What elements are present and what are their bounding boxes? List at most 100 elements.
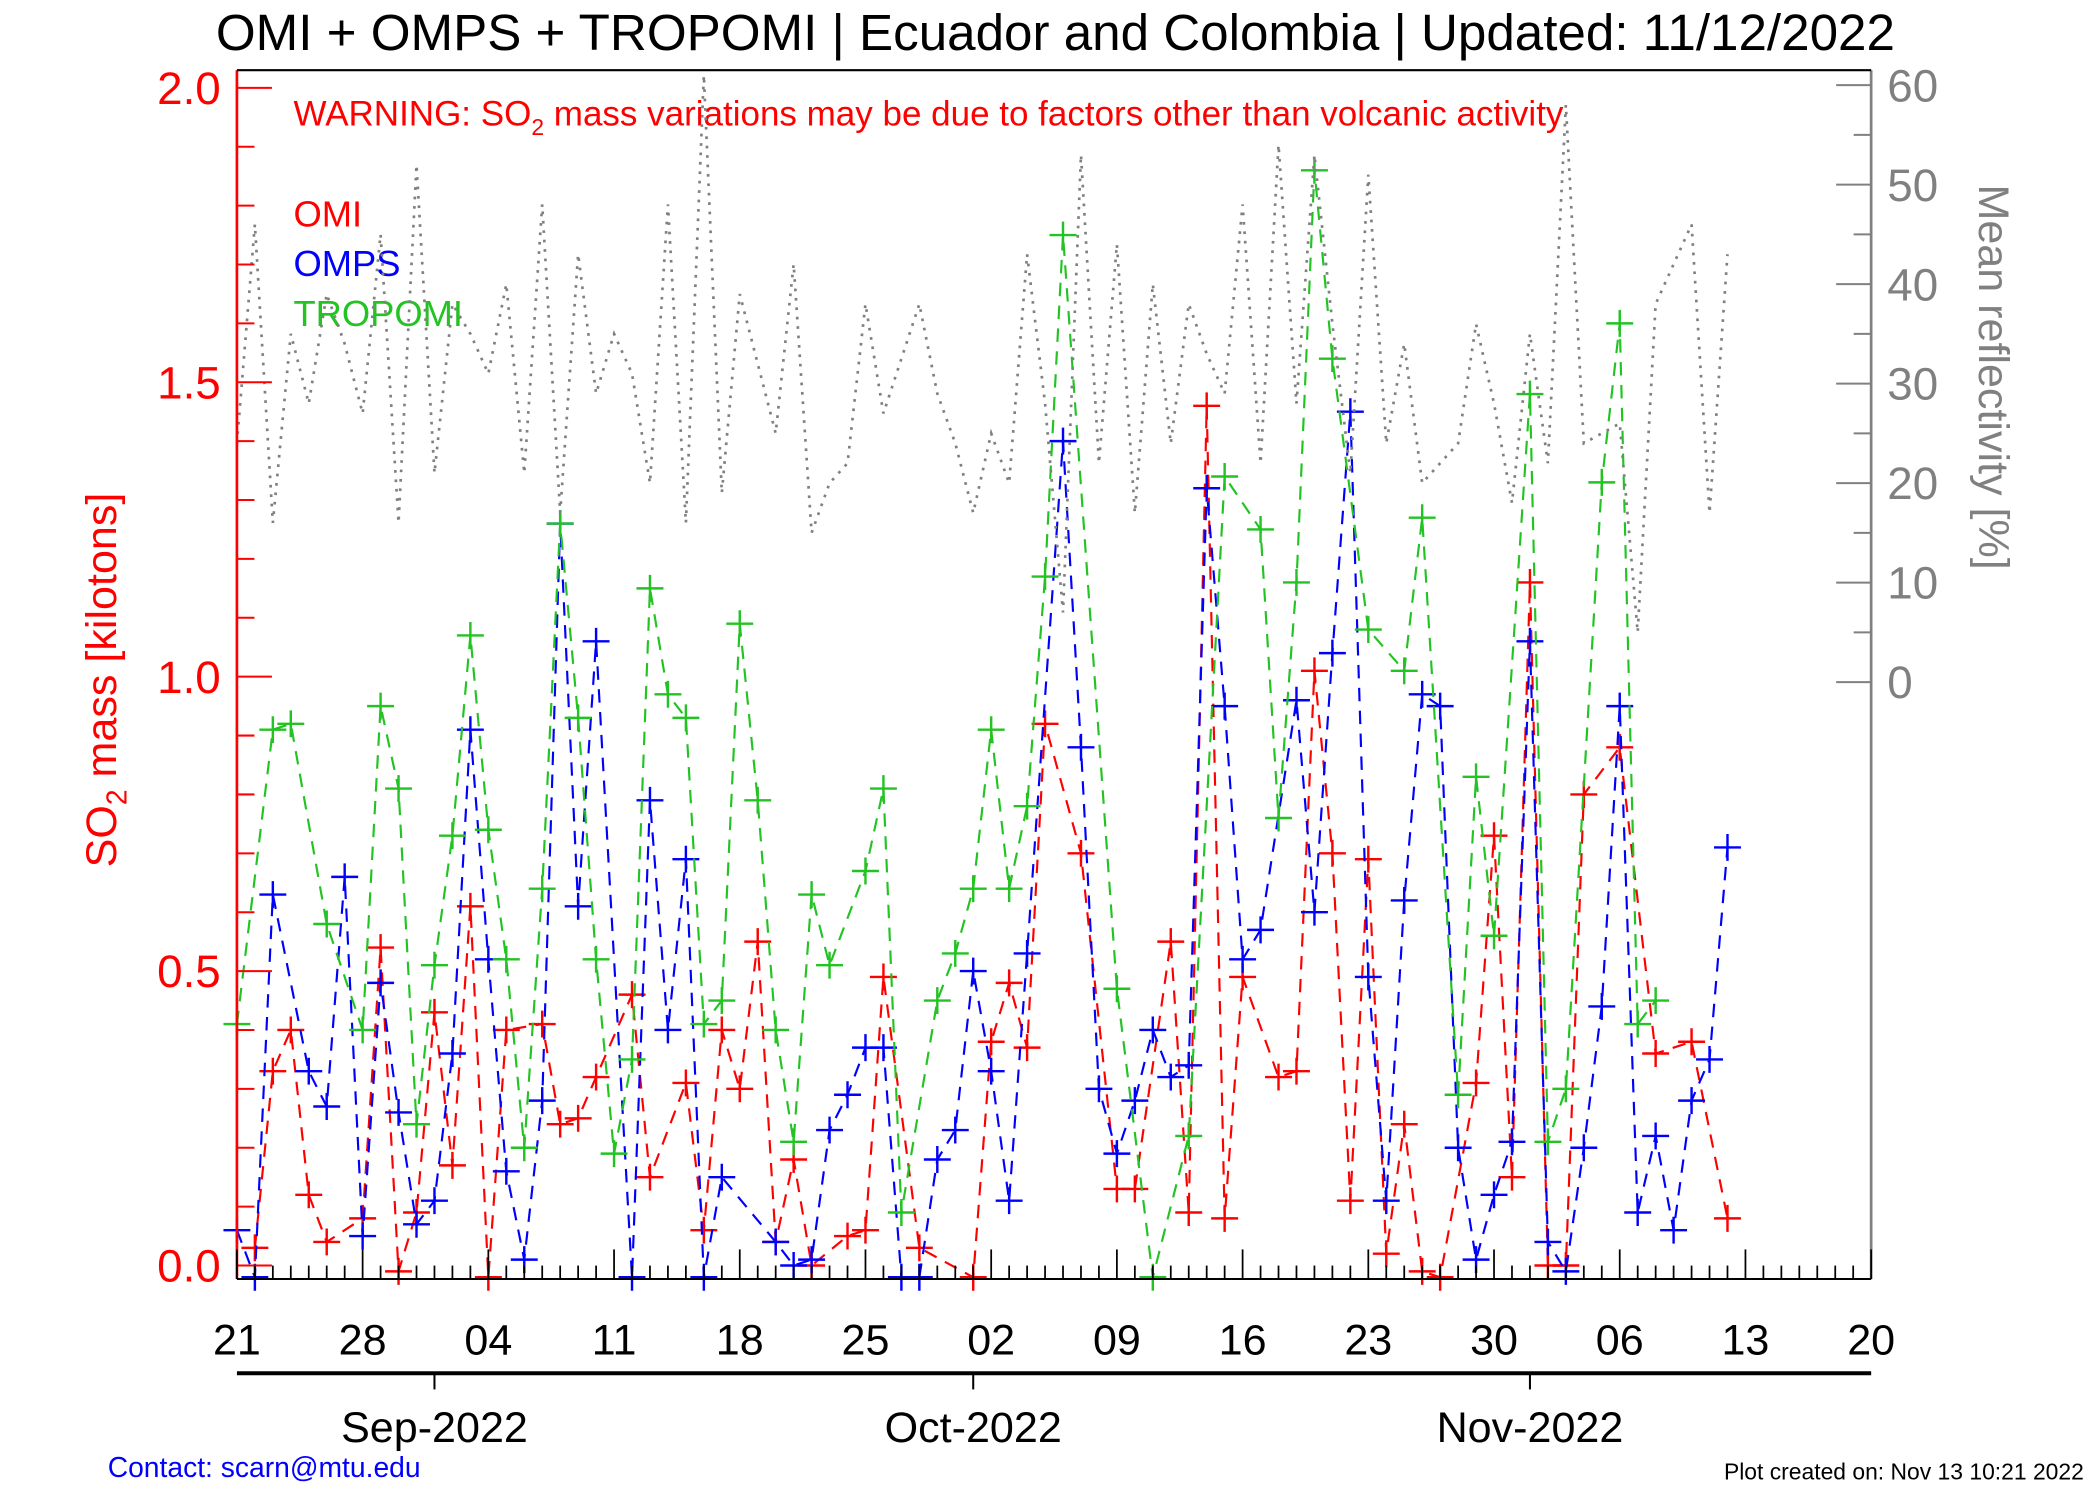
omi-point [636, 1163, 664, 1191]
y-axis-label: SO2 mass [kilotons] [78, 493, 133, 868]
reflectivity-line [235, 75, 1729, 633]
tropomi-point [1283, 569, 1310, 596]
omps-point [1211, 692, 1239, 720]
omps-point [1714, 833, 1741, 861]
omi-point [1516, 569, 1544, 596]
omps-point [582, 627, 610, 655]
tropomi-point [367, 692, 395, 720]
y-tick-label: 0.5 [157, 946, 221, 997]
omps-point [1139, 1016, 1167, 1044]
y2-tick-label: 40 [1887, 259, 1938, 310]
tropomi-point [744, 786, 772, 814]
tropomi-point [1049, 221, 1077, 249]
omi-point [1678, 1028, 1706, 1056]
omps-point [977, 1057, 1005, 1085]
omps-point [959, 957, 987, 985]
omi-point [1300, 657, 1328, 685]
tropomi-line [235, 170, 1657, 1278]
footer-contact[interactable]: Contact: scarn@mtu.edu [108, 1451, 421, 1483]
omps-point [941, 1116, 969, 1144]
omi-point [1480, 822, 1508, 850]
tropomi-point [510, 1134, 538, 1162]
omps-point [1480, 1181, 1508, 1209]
omi-point [1498, 1163, 1526, 1191]
omi-point [1390, 1110, 1418, 1138]
month-label: Sep-2022 [341, 1404, 528, 1452]
omps-point [654, 1016, 682, 1044]
tropomi-point [798, 881, 826, 909]
omi-point [1157, 928, 1185, 956]
omps-point [869, 1034, 897, 1062]
omi-point [582, 1063, 610, 1091]
y2-axis-label: Mean reflectivity [%] [1969, 184, 2017, 569]
omi-point [1606, 733, 1634, 761]
tropomi-point [1318, 345, 1346, 373]
omps-point [1103, 1140, 1131, 1168]
omi-point [1283, 1057, 1310, 1085]
omi-point [726, 1075, 754, 1103]
legend-item-omps: OMPS [293, 243, 400, 284]
tropomi-point [277, 710, 305, 738]
tropomi-point [726, 610, 754, 638]
omps-point [564, 892, 592, 920]
omi-point [277, 1016, 305, 1044]
omps-point [1121, 1087, 1149, 1115]
x-tick-label: 11 [592, 1316, 637, 1364]
omps-point [403, 1210, 430, 1238]
omi-point [1013, 1034, 1041, 1062]
omps-point [1534, 1228, 1562, 1256]
tropomi-point [1606, 309, 1634, 337]
tropomi-point [1444, 1081, 1472, 1109]
omi-point [1336, 1187, 1364, 1215]
omi-point [564, 1104, 592, 1132]
omps-point [385, 1098, 413, 1126]
x-tick-label: 06 [1596, 1316, 1644, 1364]
omi-point [1354, 845, 1382, 873]
tropomi-point [582, 945, 610, 973]
omi-point [1067, 839, 1095, 867]
omps-point [1408, 680, 1436, 708]
tropomi-point [438, 822, 466, 850]
tropomi-point [708, 987, 736, 1014]
x-tick-label: 23 [1344, 1316, 1392, 1364]
omps-point [1516, 627, 1544, 655]
tropomi-point [995, 875, 1023, 903]
tropomi-point [977, 716, 1005, 744]
omps-point [528, 1087, 556, 1115]
tropomi-point [492, 945, 520, 973]
omps-point [331, 863, 359, 891]
omi-point [977, 1028, 1005, 1056]
omps-point [1300, 898, 1328, 926]
tropomi-point [852, 857, 879, 885]
omps-point [259, 881, 287, 909]
tropomi-point [654, 680, 682, 708]
omi-point [1714, 1204, 1741, 1232]
omps-point [1354, 963, 1382, 991]
omi-point [852, 1216, 879, 1244]
tropomi-point [816, 951, 844, 979]
omps-point [708, 1163, 736, 1191]
tropomi-point [1534, 1128, 1562, 1156]
omi-point [259, 1057, 287, 1085]
omps-point [1678, 1087, 1706, 1115]
omi-point [618, 981, 646, 1009]
month-label: Oct-2022 [885, 1404, 1062, 1452]
tropomi-point [385, 775, 413, 803]
omps-point [1193, 474, 1221, 502]
tropomi-point [546, 510, 574, 538]
omi-point [708, 1016, 736, 1044]
x-tick-label: 18 [716, 1316, 764, 1364]
warning-text: WARNING: SO2 mass variations may be due … [293, 94, 1563, 139]
omps-point [1642, 1122, 1670, 1150]
omi-point [421, 998, 448, 1026]
omps-point [295, 1057, 323, 1085]
y2-tick-label: 0 [1887, 657, 1912, 708]
omi-point [905, 1234, 933, 1262]
tropomi-point [421, 951, 448, 979]
tropomi-point [1265, 804, 1292, 832]
y2-tick-label: 20 [1887, 458, 1938, 509]
omps-point [816, 1116, 844, 1144]
chart-title: OMI + OMPS + TROPOMI | Ecuador and Colom… [216, 4, 1895, 61]
tropomi-point [780, 1128, 808, 1156]
